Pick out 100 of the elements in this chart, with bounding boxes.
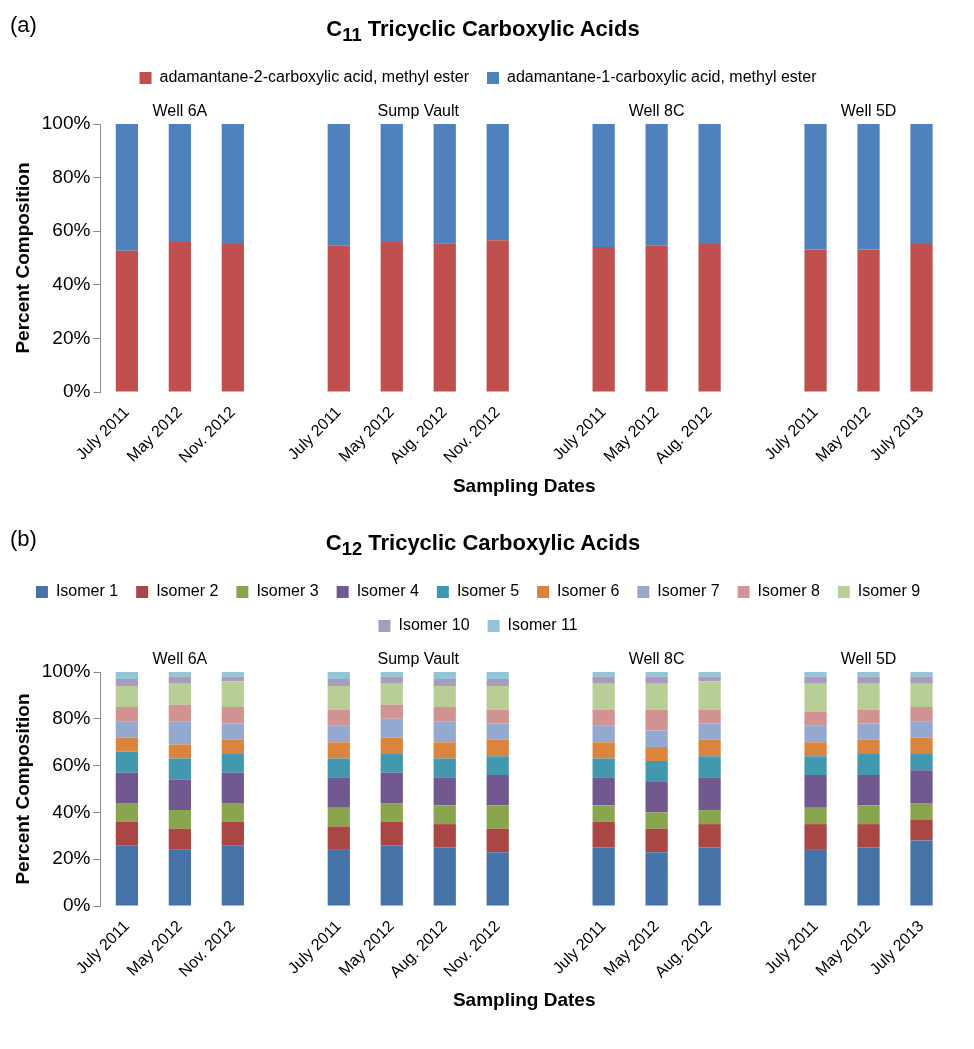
text: (a) [10, 12, 37, 38]
bar [857, 739, 880, 754]
bar [698, 810, 721, 825]
legend-label: Isomer 3 [256, 582, 319, 600]
bar [645, 852, 668, 906]
bar [486, 852, 509, 906]
bar [592, 247, 615, 392]
bar [168, 676, 191, 684]
bar [327, 245, 350, 392]
bar [327, 124, 350, 246]
bar [380, 737, 403, 754]
bar [804, 683, 827, 712]
bar [592, 758, 615, 778]
bar [804, 124, 827, 250]
legend-label: adamantane-1-carboxylic acid, methyl ester [507, 68, 818, 86]
bar [857, 824, 880, 848]
bar [168, 779, 191, 811]
bar [698, 739, 721, 757]
bar [221, 772, 244, 804]
bar [857, 774, 880, 806]
bar [486, 124, 509, 241]
bar [433, 847, 456, 906]
bar [592, 847, 615, 906]
text: Well 5D [840, 650, 897, 668]
bar [115, 250, 139, 392]
bar [380, 753, 403, 773]
bar [433, 721, 456, 743]
bar [910, 753, 933, 771]
bar [910, 707, 933, 722]
bar [168, 828, 191, 850]
bar [327, 807, 350, 827]
y-tick-label: 20% [52, 847, 91, 869]
text: Well 8C [628, 650, 685, 668]
bar [221, 124, 244, 245]
bar [804, 676, 827, 684]
bar [115, 679, 139, 687]
text: Well 8C [628, 102, 685, 120]
bar [433, 679, 456, 687]
bar [115, 124, 139, 251]
bar [857, 124, 880, 250]
bar [698, 847, 721, 906]
legend-label: Isomer 7 [657, 582, 720, 600]
bar [698, 723, 721, 740]
bar [645, 676, 668, 684]
text: Well 6A [152, 650, 208, 668]
bar [592, 709, 615, 726]
text: Well 5D [840, 102, 897, 120]
x-axis-title: Sampling Dates [452, 988, 596, 1010]
bar [115, 821, 139, 846]
y-tick-label: 100% [41, 112, 91, 134]
bar [221, 672, 244, 677]
bar [327, 758, 350, 778]
bar [327, 672, 350, 680]
bar [327, 679, 350, 687]
bar [486, 240, 509, 392]
legend-label: adamantane-2-carboxylic acid, methyl ester [159, 68, 470, 86]
bar [486, 828, 509, 853]
bar [380, 124, 403, 242]
bar [433, 707, 456, 722]
y-tick-label: 100% [41, 660, 91, 682]
bar [592, 742, 615, 759]
bar [857, 709, 880, 724]
bar [486, 805, 509, 829]
legend-label: Isomer 5 [456, 582, 520, 600]
bar [168, 241, 191, 392]
bar [698, 777, 721, 811]
bar [804, 725, 827, 743]
bar [115, 737, 139, 752]
bar [698, 756, 721, 778]
bar [168, 849, 191, 906]
bar [592, 805, 615, 822]
bar [380, 241, 403, 392]
x-axis-title: Sampling Dates [452, 474, 596, 496]
bar [221, 753, 244, 773]
bar [910, 819, 933, 841]
bar [486, 709, 509, 724]
y-tick-label: 40% [52, 800, 91, 822]
legend-label: Isomer 4 [356, 582, 419, 600]
bar [221, 739, 244, 754]
legend-label: Isomer 2 [156, 582, 219, 600]
bar [645, 730, 668, 747]
bar [433, 758, 456, 778]
bar [380, 821, 403, 846]
bar [910, 840, 933, 906]
bar [168, 704, 191, 722]
bar [327, 725, 350, 743]
bar [645, 709, 668, 731]
bar [380, 704, 403, 719]
bar [804, 824, 827, 850]
bar [857, 847, 880, 906]
bar [645, 828, 668, 853]
bar [486, 756, 509, 775]
bar [327, 777, 350, 808]
bar [433, 824, 456, 848]
bar [592, 683, 615, 710]
bar [115, 772, 139, 804]
bar [698, 681, 721, 710]
bar [857, 723, 880, 740]
bar [168, 124, 191, 242]
bar [645, 683, 668, 710]
